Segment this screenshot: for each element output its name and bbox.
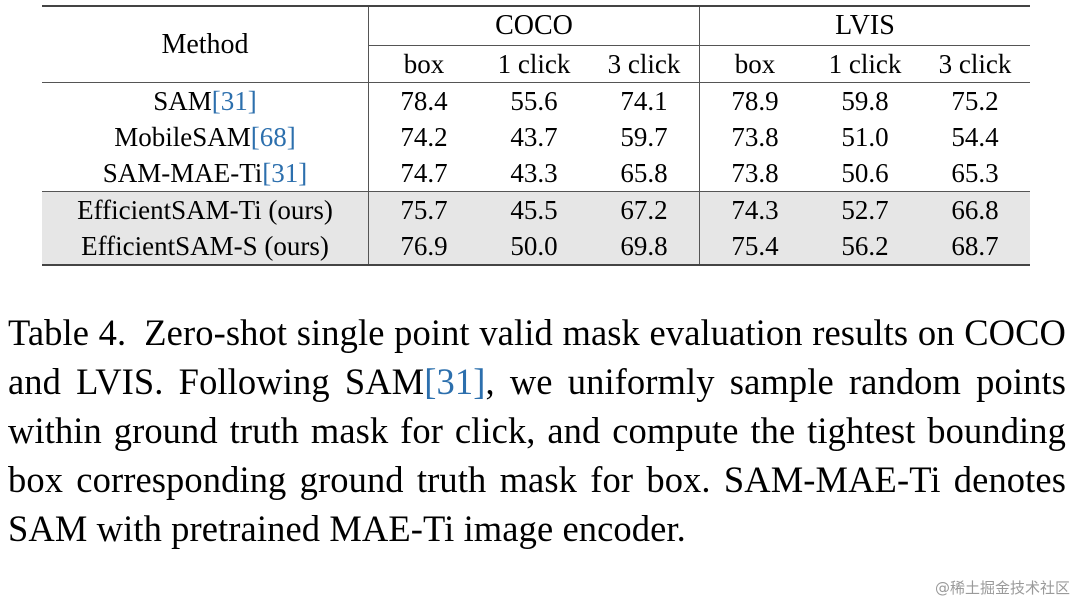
method-cell: EfficientSAM-Ti (ours) [42, 191, 369, 228]
method-cell: SAM-MAE-Ti[31] [42, 155, 369, 192]
table-group-header-row: Method COCO LVIS [42, 5, 1030, 83]
method-name: SAM-MAE-Ti [102, 157, 263, 188]
group-header-coco: COCO [368, 5, 700, 46]
value-cell: 65.8 [620, 157, 668, 188]
caption-label: Table 4. [8, 312, 127, 353]
table-row: MobileSAM[68] 74.2 43.7 59.7 73.8 51.0 5… [42, 119, 1030, 155]
caption-text-part2: , we uniformly sample random points with… [8, 361, 1066, 549]
table-row: SAM-MAE-Ti[31] 74.7 43.3 65.8 73.8 50.6 … [42, 155, 1030, 192]
value-cell: 78.9 [699, 82, 810, 119]
method-header: Method [42, 5, 369, 83]
table-row-ours: EfficientSAM-Ti (ours) 75.7 45.5 67.2 74… [42, 191, 1030, 228]
value-cell: 73.8 [699, 155, 810, 192]
value-cell: 75.2 [951, 85, 999, 116]
method-cell: SAM[31] [42, 83, 369, 120]
table-subheader-row: box 1 click 3 click box 1 click 3 click [42, 45, 1030, 83]
value-cell: 51.0 [841, 121, 889, 152]
table-row-ours: EfficientSAM-S (ours) 76.9 50.0 69.8 75.… [42, 228, 1030, 266]
subheader-coco-1click: 1 click [479, 45, 589, 83]
value-cell: 74.2 [368, 119, 479, 155]
value-cell: 69.8 [589, 228, 700, 266]
subheader-coco-3click: 3 click [589, 45, 700, 83]
value-cell: 74.7 [368, 155, 479, 192]
method-name: EfficientSAM-S (ours) [81, 230, 329, 261]
citation-link[interactable]: [31] [424, 361, 486, 402]
caption-text-part1: Zero-shot single point valid mask evalua… [8, 312, 1067, 402]
subheader-coco-box: box [368, 45, 479, 83]
value-cell: 52.7 [810, 191, 920, 228]
value-cell: 55.6 [510, 85, 558, 116]
value-cell: 43.7 [510, 121, 558, 152]
method-cell: MobileSAM[68] [42, 119, 369, 155]
method-cell: EfficientSAM-S (ours) [42, 228, 369, 266]
subheader-lvis-box: box [699, 45, 810, 83]
value-cell: 45.5 [479, 191, 589, 228]
value-cell: 68.7 [920, 228, 1030, 266]
value-cell: 50.6 [841, 157, 889, 188]
value-cell: 65.3 [951, 157, 999, 188]
results-table-container: Method COCO LVIS box 1 click 3 click box… [42, 5, 1030, 266]
table-caption: Table 4. Zero-shot single point valid mas… [8, 308, 1066, 553]
value-cell: 56.2 [810, 228, 920, 266]
value-cell: 75.7 [368, 191, 479, 228]
method-name: SAM [153, 85, 212, 116]
value-cell: 50.0 [479, 228, 589, 266]
value-cell: 66.8 [920, 191, 1030, 228]
value-cell: 43.3 [510, 157, 558, 188]
table-row: SAM[31] 78.4 55.6 74.1 78.9 59.8 75.2 [42, 82, 1030, 120]
citation-link[interactable]: [68] [250, 121, 296, 152]
results-table: Method COCO LVIS box 1 click 3 click box… [42, 5, 1030, 266]
subheader-lvis-3click: 3 click [920, 45, 1030, 83]
value-cell: 59.7 [620, 121, 668, 152]
value-cell: 54.4 [951, 121, 999, 152]
value-cell: 73.8 [699, 119, 810, 155]
value-cell: 74.1 [620, 85, 668, 116]
value-cell: 76.9 [368, 228, 479, 266]
watermark: @稀土掘金技术社区 [934, 579, 1070, 597]
value-cell: 67.2 [589, 191, 700, 228]
value-cell: 74.3 [699, 191, 810, 228]
method-name: EfficientSAM-Ti (ours) [77, 194, 333, 225]
subheader-lvis-1click: 1 click [810, 45, 920, 83]
method-name: MobileSAM [114, 121, 251, 152]
value-cell: 78.4 [368, 82, 479, 119]
value-cell: 59.8 [841, 85, 889, 116]
citation-link[interactable]: [31] [211, 85, 257, 116]
value-cell: 75.4 [699, 228, 810, 266]
citation-link[interactable]: [31] [262, 157, 308, 188]
group-header-lvis: LVIS [699, 5, 1030, 46]
